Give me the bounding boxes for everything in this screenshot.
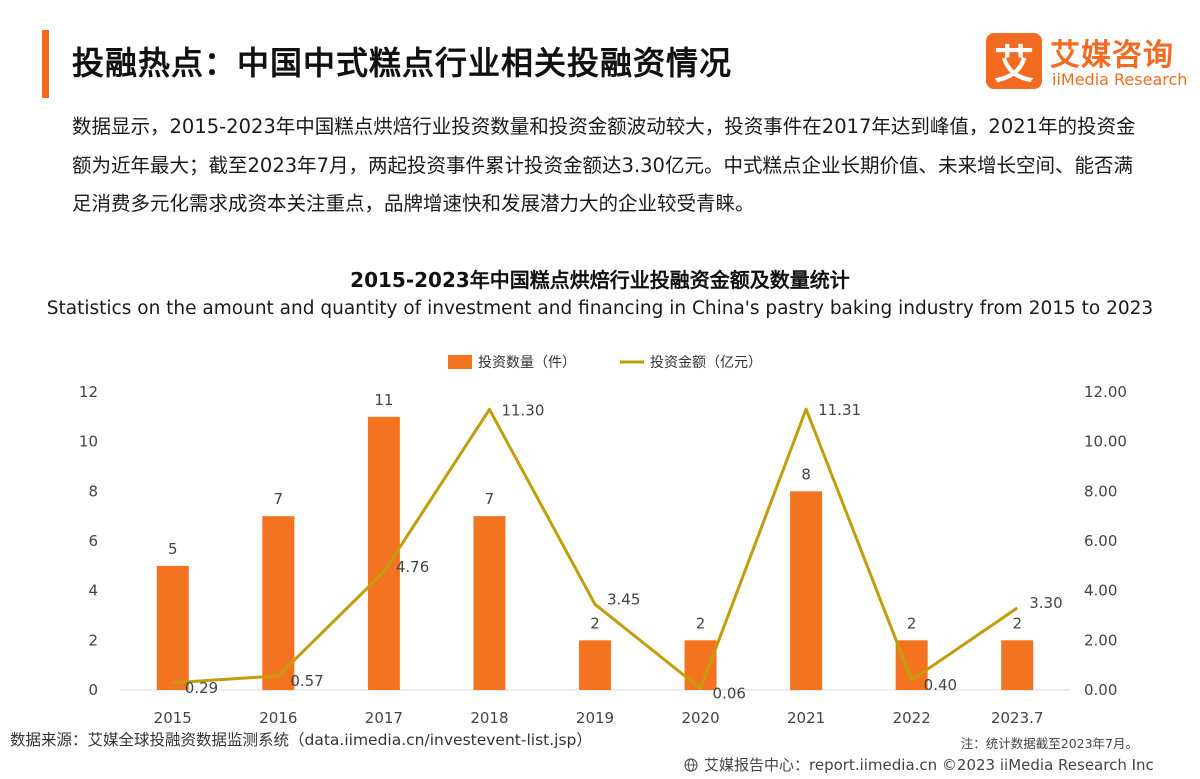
y-left-tick-label: 6 xyxy=(88,532,98,550)
bar xyxy=(1001,640,1034,690)
bar xyxy=(684,640,717,690)
bar-value-label: 2 xyxy=(590,614,600,632)
line-value-label: 3.30 xyxy=(1029,594,1062,612)
bar-value-label: 2 xyxy=(696,614,706,632)
chart-title: 2015-2023年中国糕点烘焙行业投融资金额及数量统计 xyxy=(350,268,850,292)
x-tick-label: 2018 xyxy=(470,709,508,727)
logo-mark: 艾 xyxy=(986,33,1042,89)
logo-name-en: iiMedia Research xyxy=(1052,70,1188,89)
copyright-text: 艾媒报告中心：report.iimedia.cn ©2023 iiMedia R… xyxy=(704,756,1154,774)
bar-value-label: 5 xyxy=(168,540,178,558)
x-tick-label: 2021 xyxy=(787,709,825,727)
title-accent-bar xyxy=(42,30,49,98)
bar-value-label: 11 xyxy=(374,391,393,409)
logo-name-cn: 艾媒咨询 xyxy=(1050,38,1174,73)
y-left-tick-label: 0 xyxy=(88,681,98,699)
legend-label-count: 投资数量（件） xyxy=(478,355,576,371)
copyright-footer: 艾媒报告中心：report.iimedia.cn ©2023 iiMedia R… xyxy=(684,754,1154,775)
y-left-tick-label: 4 xyxy=(88,582,98,600)
line-value-label: 0.29 xyxy=(185,679,218,697)
data-note: 注：统计数据截至2023年7月。 xyxy=(960,736,1138,751)
bar xyxy=(262,516,295,690)
y-right-tick-label: 12.00 xyxy=(1084,383,1127,401)
bar-value-label: 7 xyxy=(485,490,495,508)
legend-swatch-count xyxy=(448,355,472,369)
x-tick-label: 2020 xyxy=(681,709,719,727)
x-tick-label: 2016 xyxy=(259,709,297,727)
line-value-label: 0.40 xyxy=(924,676,957,694)
chart-subtitle: Statistics on the amount and quantity of… xyxy=(46,298,1154,319)
line-value-label: 3.45 xyxy=(607,590,640,608)
bar-value-label: 2 xyxy=(1012,614,1022,632)
y-right-tick-label: 10.00 xyxy=(1084,433,1127,451)
brand-logo: 艾 艾媒咨询 iiMedia Research xyxy=(986,30,1188,94)
y-right-tick-label: 8.00 xyxy=(1084,482,1117,500)
summary-paragraph: 数据显示，2015-2023年中国糕点烘焙行业投资数量和投资金额波动较大，投资事… xyxy=(72,115,1136,215)
y-left-tick-label: 10 xyxy=(79,433,98,451)
page-title: 投融热点：中国中式糕点行业相关投融资情况 xyxy=(72,44,733,82)
line-value-label: 0.06 xyxy=(713,685,746,703)
line-value-label: 11.31 xyxy=(818,401,861,419)
y-right-tick-label: 6.00 xyxy=(1084,532,1117,550)
x-tick-label: 2015 xyxy=(154,709,192,727)
line-value-label: 11.30 xyxy=(501,401,544,419)
x-tick-label: 2019 xyxy=(576,709,614,727)
bar xyxy=(473,516,506,690)
data-source: 数据来源：艾媒全球投融资数据监测系统（data.iimedia.cn/inves… xyxy=(10,731,592,749)
y-right-tick-label: 0.00 xyxy=(1084,681,1117,699)
y-left-tick-label: 2 xyxy=(88,631,98,649)
combo-chart: 投资数量（件） 投资金额（亿元） 0 2 4 6 8 10 12 0.00 2.00 4.00 6.00… xyxy=(79,355,1127,727)
line-value-label: 4.76 xyxy=(396,558,429,576)
x-tick-label: 2023.7 xyxy=(991,709,1044,727)
x-tick-label: 2017 xyxy=(365,709,403,727)
bar-value-label: 7 xyxy=(274,490,284,508)
y-right-tick-label: 4.00 xyxy=(1084,582,1117,600)
bar xyxy=(156,565,189,690)
bar xyxy=(790,491,823,690)
y-left-tick-label: 12 xyxy=(79,383,98,401)
bar-value-label: 2 xyxy=(907,614,917,632)
legend-label-amount: 投资金额（亿元） xyxy=(650,355,762,371)
globe-icon xyxy=(684,757,698,772)
line-value-label: 0.57 xyxy=(290,672,323,690)
bar xyxy=(579,640,611,690)
bar-value-label: 8 xyxy=(801,465,811,483)
y-left-tick-label: 8 xyxy=(88,482,98,500)
y-right-tick-label: 2.00 xyxy=(1084,631,1117,649)
x-tick-label: 2022 xyxy=(893,709,931,727)
amount-line xyxy=(172,407,1019,691)
